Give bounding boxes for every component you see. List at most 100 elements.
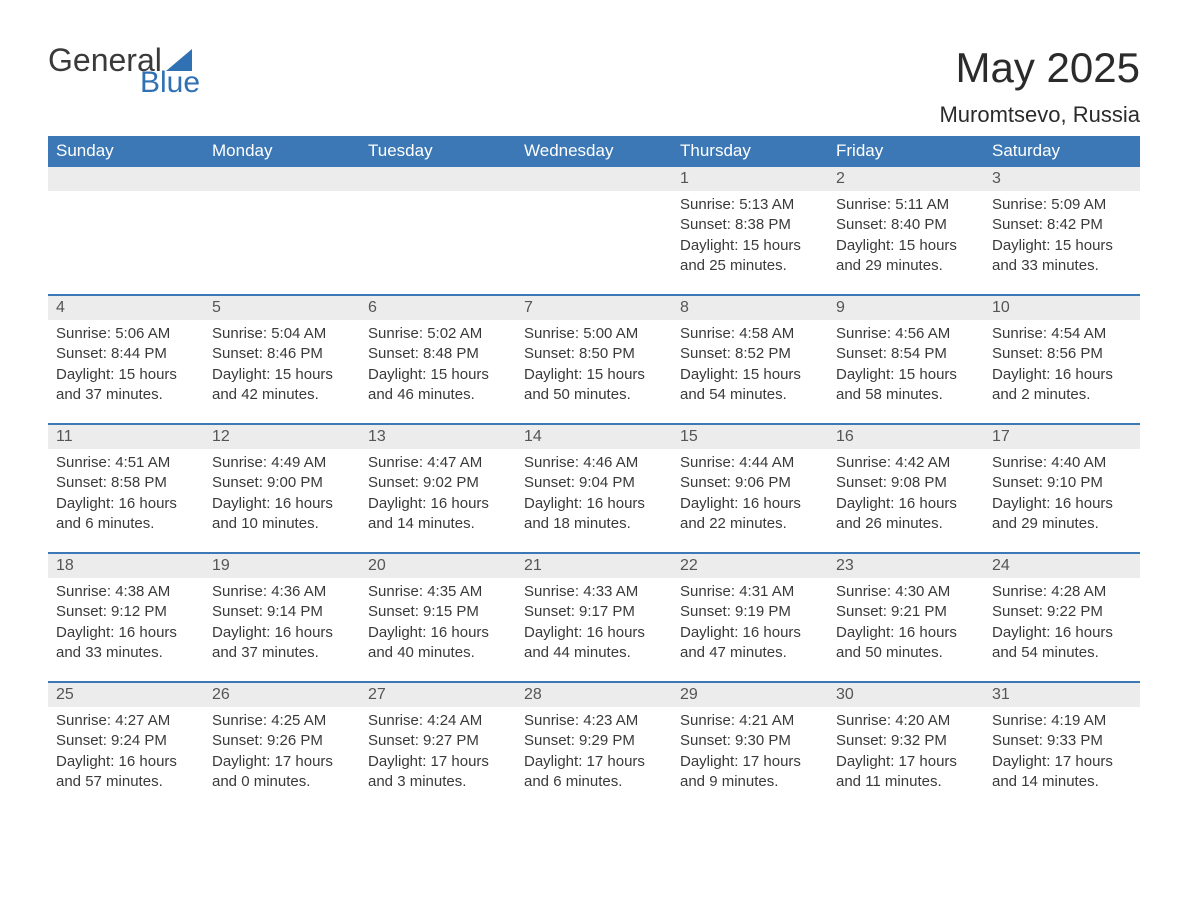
day-details: Sunrise: 4:44 AMSunset: 9:06 PMDaylight:… bbox=[672, 449, 828, 534]
sunrise-line: Sunrise: 4:19 AM bbox=[992, 711, 1132, 731]
day-details: Sunrise: 4:23 AMSunset: 9:29 PMDaylight:… bbox=[516, 707, 672, 792]
daylight-line: Daylight: 16 hours and 29 minutes. bbox=[992, 494, 1132, 535]
sunset-line: Sunset: 9:22 PM bbox=[992, 602, 1132, 622]
sunset-line: Sunset: 8:40 PM bbox=[836, 215, 976, 235]
day-number: 17 bbox=[984, 425, 1140, 449]
sunrise-line: Sunrise: 4:35 AM bbox=[368, 582, 508, 602]
day-number: 8 bbox=[672, 296, 828, 320]
sunset-line: Sunset: 8:48 PM bbox=[368, 344, 508, 364]
calendar-day-cell bbox=[516, 167, 672, 294]
sunset-line: Sunset: 9:19 PM bbox=[680, 602, 820, 622]
day-number: 12 bbox=[204, 425, 360, 449]
day-details: Sunrise: 5:02 AMSunset: 8:48 PMDaylight:… bbox=[360, 320, 516, 405]
calendar-day-cell bbox=[360, 167, 516, 294]
day-details: Sunrise: 4:28 AMSunset: 9:22 PMDaylight:… bbox=[984, 578, 1140, 663]
calendar-day-cell: 9Sunrise: 4:56 AMSunset: 8:54 PMDaylight… bbox=[828, 296, 984, 423]
sunset-line: Sunset: 9:24 PM bbox=[56, 731, 196, 751]
sunset-line: Sunset: 8:54 PM bbox=[836, 344, 976, 364]
day-number: 24 bbox=[984, 554, 1140, 578]
calendar-day-cell: 30Sunrise: 4:20 AMSunset: 9:32 PMDayligh… bbox=[828, 683, 984, 810]
sunset-line: Sunset: 8:58 PM bbox=[56, 473, 196, 493]
calendar-day-cell: 11Sunrise: 4:51 AMSunset: 8:58 PMDayligh… bbox=[48, 425, 204, 552]
calendar-day-cell: 4Sunrise: 5:06 AMSunset: 8:44 PMDaylight… bbox=[48, 296, 204, 423]
sunrise-line: Sunrise: 4:30 AM bbox=[836, 582, 976, 602]
sunset-line: Sunset: 8:50 PM bbox=[524, 344, 664, 364]
sunrise-line: Sunrise: 5:02 AM bbox=[368, 324, 508, 344]
calendar-day-cell: 27Sunrise: 4:24 AMSunset: 9:27 PMDayligh… bbox=[360, 683, 516, 810]
sunrise-line: Sunrise: 4:42 AM bbox=[836, 453, 976, 473]
sunset-line: Sunset: 9:00 PM bbox=[212, 473, 352, 493]
day-number: 9 bbox=[828, 296, 984, 320]
day-details: Sunrise: 4:25 AMSunset: 9:26 PMDaylight:… bbox=[204, 707, 360, 792]
sunrise-line: Sunrise: 4:20 AM bbox=[836, 711, 976, 731]
sunset-line: Sunset: 8:56 PM bbox=[992, 344, 1132, 364]
day-number: 18 bbox=[48, 554, 204, 578]
calendar-day-cell: 16Sunrise: 4:42 AMSunset: 9:08 PMDayligh… bbox=[828, 425, 984, 552]
calendar-day-cell: 18Sunrise: 4:38 AMSunset: 9:12 PMDayligh… bbox=[48, 554, 204, 681]
calendar-day-cell: 28Sunrise: 4:23 AMSunset: 9:29 PMDayligh… bbox=[516, 683, 672, 810]
sunrise-line: Sunrise: 4:54 AM bbox=[992, 324, 1132, 344]
day-number: 14 bbox=[516, 425, 672, 449]
day-number: 19 bbox=[204, 554, 360, 578]
calendar-week-row: 25Sunrise: 4:27 AMSunset: 9:24 PMDayligh… bbox=[48, 681, 1140, 810]
calendar-week-row: 1Sunrise: 5:13 AMSunset: 8:38 PMDaylight… bbox=[48, 167, 1140, 294]
day-number: 29 bbox=[672, 683, 828, 707]
calendar-day-cell: 14Sunrise: 4:46 AMSunset: 9:04 PMDayligh… bbox=[516, 425, 672, 552]
day-details: Sunrise: 5:13 AMSunset: 8:38 PMDaylight:… bbox=[672, 191, 828, 276]
calendar-day-cell: 26Sunrise: 4:25 AMSunset: 9:26 PMDayligh… bbox=[204, 683, 360, 810]
calendar-day-cell: 3Sunrise: 5:09 AMSunset: 8:42 PMDaylight… bbox=[984, 167, 1140, 294]
sunset-line: Sunset: 9:10 PM bbox=[992, 473, 1132, 493]
calendar-header-cell: Thursday bbox=[672, 136, 828, 167]
daylight-line: Daylight: 16 hours and 14 minutes. bbox=[368, 494, 508, 535]
daylight-line: Daylight: 15 hours and 54 minutes. bbox=[680, 365, 820, 406]
day-details: Sunrise: 4:51 AMSunset: 8:58 PMDaylight:… bbox=[48, 449, 204, 534]
sunrise-line: Sunrise: 5:06 AM bbox=[56, 324, 196, 344]
day-details: Sunrise: 4:54 AMSunset: 8:56 PMDaylight:… bbox=[984, 320, 1140, 405]
day-details: Sunrise: 4:24 AMSunset: 9:27 PMDaylight:… bbox=[360, 707, 516, 792]
calendar-day-cell: 21Sunrise: 4:33 AMSunset: 9:17 PMDayligh… bbox=[516, 554, 672, 681]
day-details: Sunrise: 4:35 AMSunset: 9:15 PMDaylight:… bbox=[360, 578, 516, 663]
daylight-line: Daylight: 16 hours and 2 minutes. bbox=[992, 365, 1132, 406]
daylight-line: Daylight: 17 hours and 9 minutes. bbox=[680, 752, 820, 793]
calendar-day-cell: 15Sunrise: 4:44 AMSunset: 9:06 PMDayligh… bbox=[672, 425, 828, 552]
daylight-line: Daylight: 16 hours and 10 minutes. bbox=[212, 494, 352, 535]
day-details: Sunrise: 4:56 AMSunset: 8:54 PMDaylight:… bbox=[828, 320, 984, 405]
daylight-line: Daylight: 16 hours and 57 minutes. bbox=[56, 752, 196, 793]
day-details: Sunrise: 4:31 AMSunset: 9:19 PMDaylight:… bbox=[672, 578, 828, 663]
calendar-day-cell: 22Sunrise: 4:31 AMSunset: 9:19 PMDayligh… bbox=[672, 554, 828, 681]
calendar-day-cell: 10Sunrise: 4:54 AMSunset: 8:56 PMDayligh… bbox=[984, 296, 1140, 423]
sunrise-line: Sunrise: 4:46 AM bbox=[524, 453, 664, 473]
calendar-header-cell: Wednesday bbox=[516, 136, 672, 167]
calendar-body: 1Sunrise: 5:13 AMSunset: 8:38 PMDaylight… bbox=[48, 167, 1140, 810]
calendar-day-cell: 1Sunrise: 5:13 AMSunset: 8:38 PMDaylight… bbox=[672, 167, 828, 294]
day-details: Sunrise: 4:21 AMSunset: 9:30 PMDaylight:… bbox=[672, 707, 828, 792]
calendar-day-cell: 20Sunrise: 4:35 AMSunset: 9:15 PMDayligh… bbox=[360, 554, 516, 681]
sunrise-line: Sunrise: 4:44 AM bbox=[680, 453, 820, 473]
sunset-line: Sunset: 9:17 PM bbox=[524, 602, 664, 622]
daylight-line: Daylight: 15 hours and 25 minutes. bbox=[680, 236, 820, 277]
calendar-header-cell: Monday bbox=[204, 136, 360, 167]
day-details: Sunrise: 4:30 AMSunset: 9:21 PMDaylight:… bbox=[828, 578, 984, 663]
daylight-line: Daylight: 17 hours and 3 minutes. bbox=[368, 752, 508, 793]
day-details: Sunrise: 4:42 AMSunset: 9:08 PMDaylight:… bbox=[828, 449, 984, 534]
calendar-header-row: SundayMondayTuesdayWednesdayThursdayFrid… bbox=[48, 136, 1140, 167]
day-details: Sunrise: 5:06 AMSunset: 8:44 PMDaylight:… bbox=[48, 320, 204, 405]
sunrise-line: Sunrise: 4:24 AM bbox=[368, 711, 508, 731]
day-number: 22 bbox=[672, 554, 828, 578]
title-block: May 2025 Muromtsevo, Russia bbox=[939, 44, 1140, 128]
sunrise-line: Sunrise: 4:23 AM bbox=[524, 711, 664, 731]
day-details: Sunrise: 4:40 AMSunset: 9:10 PMDaylight:… bbox=[984, 449, 1140, 534]
day-number: 26 bbox=[204, 683, 360, 707]
sunrise-line: Sunrise: 4:47 AM bbox=[368, 453, 508, 473]
calendar-day-cell: 25Sunrise: 4:27 AMSunset: 9:24 PMDayligh… bbox=[48, 683, 204, 810]
daylight-line: Daylight: 17 hours and 11 minutes. bbox=[836, 752, 976, 793]
calendar-day-cell: 5Sunrise: 5:04 AMSunset: 8:46 PMDaylight… bbox=[204, 296, 360, 423]
sunset-line: Sunset: 9:30 PM bbox=[680, 731, 820, 751]
calendar-day-cell: 2Sunrise: 5:11 AMSunset: 8:40 PMDaylight… bbox=[828, 167, 984, 294]
day-number: 28 bbox=[516, 683, 672, 707]
sunrise-line: Sunrise: 4:28 AM bbox=[992, 582, 1132, 602]
daylight-line: Daylight: 15 hours and 37 minutes. bbox=[56, 365, 196, 406]
day-number: 5 bbox=[204, 296, 360, 320]
daylight-line: Daylight: 16 hours and 6 minutes. bbox=[56, 494, 196, 535]
day-number: 13 bbox=[360, 425, 516, 449]
